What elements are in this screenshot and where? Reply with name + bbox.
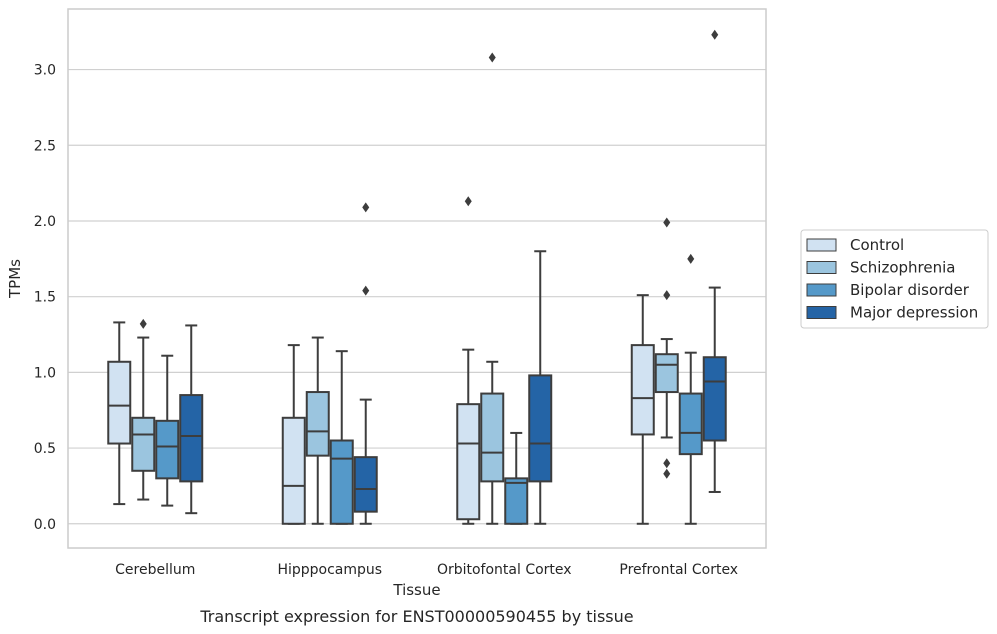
outlier-point <box>663 217 671 228</box>
chart-caption: Transcript expression for ENST0000059045… <box>199 607 633 626</box>
iqr-box <box>131 416 156 472</box>
box-0-0 <box>107 321 132 506</box>
legend-label: Control <box>850 236 904 254</box>
iqr-box <box>528 374 553 483</box>
y-axis-label: TPMs <box>6 259 24 299</box>
legend: Control Schizophrenia Bipolar disorder Majo… <box>800 229 989 329</box>
outlier-point <box>663 468 671 479</box>
outlier-point <box>362 202 370 213</box>
box-0-2 <box>155 354 180 507</box>
y-tick-label: 3.0 <box>34 63 56 79</box>
y-tick-label: 2.5 <box>34 138 56 154</box>
box-1-1 <box>305 336 330 525</box>
box-1-0 <box>281 344 306 525</box>
x-tick-label: Orbitofontal Cortex <box>437 562 572 578</box>
box-1-3 <box>353 202 378 525</box>
plot-frame <box>67 8 767 549</box>
y-tick-label: 1.5 <box>34 290 56 306</box>
iqr-box <box>107 360 132 445</box>
iqr-box <box>678 392 703 456</box>
y-tick-label: 0.0 <box>34 517 56 533</box>
box-3-2 <box>678 253 703 525</box>
y-tick-label: 2.0 <box>34 214 56 230</box>
x-tick-label: Prefrontal Cortex <box>619 562 738 578</box>
box-3-1 <box>654 217 679 479</box>
iqr-box <box>702 356 727 442</box>
iqr-box <box>630 344 655 436</box>
box-2-3 <box>528 250 553 525</box>
iqr-box <box>281 416 306 525</box>
legend-swatch <box>806 238 837 252</box>
boxes <box>107 29 727 525</box>
outlier-point <box>488 52 496 63</box>
box-2-2 <box>504 431 529 525</box>
legend-swatch <box>806 306 837 319</box>
legend-label: Bipolar disorder <box>850 281 970 299</box>
iqr-box <box>155 419 180 480</box>
iqr-box <box>329 439 354 525</box>
x-tick-labels: Cerebellum Hipppocampus Orbitofontal Corte… <box>115 562 738 578</box>
legend-label: Major depression <box>850 304 978 322</box>
y-tick-labels: 0.0 0.5 1.0 1.5 2.0 2.5 3.0 <box>34 63 56 533</box>
outlier-point <box>362 285 370 296</box>
box-0-3 <box>179 324 204 515</box>
box-2-0 <box>456 196 481 525</box>
iqr-box <box>504 477 529 525</box>
outlier-point <box>663 458 671 469</box>
box-0-1 <box>131 318 156 501</box>
y-tick-label: 0.5 <box>34 441 56 457</box>
legend-frame <box>800 229 989 329</box>
outlier-point <box>687 253 695 264</box>
box-1-2 <box>329 350 354 525</box>
outlier-point <box>139 318 147 329</box>
iqr-box <box>353 456 378 513</box>
box-2-1 <box>480 52 505 525</box>
legend-label: Schizophrenia <box>850 259 955 277</box>
x-tick-label: Hipppocampus <box>277 562 382 578</box>
iqr-box <box>456 403 481 521</box>
iqr-box <box>480 392 505 483</box>
box-3-3 <box>702 29 727 493</box>
legend-swatch <box>806 283 837 297</box>
y-tick-label: 1.0 <box>34 365 56 381</box>
iqr-box <box>654 353 679 394</box>
iqr-box <box>305 391 330 457</box>
x-tick-label: Cerebellum <box>115 562 195 578</box>
outlier-point <box>663 290 671 301</box>
legend-swatch <box>806 261 837 274</box>
outlier-point <box>711 29 719 40</box>
outlier-point <box>464 196 472 207</box>
box-3-0 <box>630 294 655 525</box>
x-axis-label: Tissue <box>392 581 440 599</box>
iqr-box <box>179 394 204 483</box>
